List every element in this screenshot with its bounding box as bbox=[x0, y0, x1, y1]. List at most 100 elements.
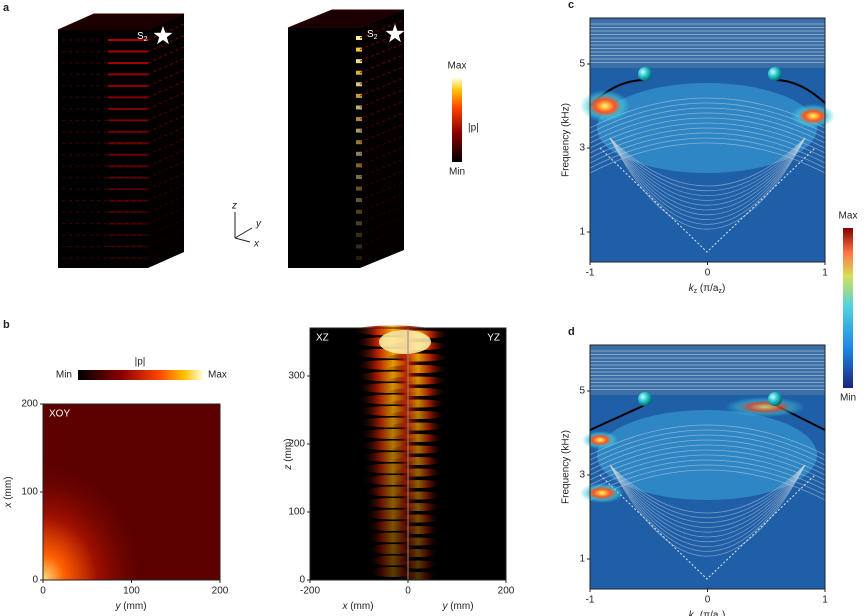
label-part: z bbox=[694, 288, 698, 295]
x-tick-label: 1 bbox=[822, 268, 828, 279]
axis-label: x (mm) bbox=[3, 476, 14, 508]
bulk-band bbox=[609, 137, 806, 201]
field-row bbox=[147, 103, 185, 121]
field-row bbox=[359, 227, 405, 247]
bulk-band bbox=[609, 464, 806, 547]
field-spot bbox=[356, 93, 362, 98]
bulk-band bbox=[589, 459, 826, 491]
field-spot bbox=[356, 174, 362, 179]
bulk-band bbox=[609, 137, 806, 192]
heatmap-hotspot bbox=[43, 440, 163, 580]
bulk-band bbox=[609, 464, 806, 528]
axis-label: z (mm) bbox=[283, 438, 294, 470]
field-row bbox=[359, 89, 405, 108]
label: |p| bbox=[468, 123, 479, 134]
source-star bbox=[153, 26, 173, 45]
label-part: z bbox=[283, 465, 294, 471]
field-spot bbox=[356, 82, 362, 87]
field-row bbox=[359, 65, 405, 85]
bulk-band bbox=[609, 464, 806, 543]
field-spot bbox=[356, 163, 362, 168]
field-row bbox=[147, 184, 185, 202]
bulk-band bbox=[589, 429, 826, 461]
field-glow bbox=[580, 90, 630, 122]
label-part: (mm) bbox=[450, 601, 473, 612]
bulk-band bbox=[589, 127, 826, 159]
bulk-band bbox=[589, 434, 826, 466]
y-tick-label: 0 bbox=[299, 575, 305, 586]
x-tick-label: -1 bbox=[586, 595, 595, 606]
panel-label: d bbox=[568, 326, 575, 338]
field-blob bbox=[389, 399, 447, 408]
field-blob bbox=[386, 353, 450, 362]
field-spot bbox=[356, 221, 362, 226]
field-row bbox=[147, 57, 185, 75]
y-tick-label: 5 bbox=[579, 386, 585, 397]
bulk-band bbox=[609, 137, 806, 187]
field-glow bbox=[580, 483, 624, 503]
field-row bbox=[359, 181, 405, 201]
label: Max bbox=[448, 61, 467, 72]
field-spot bbox=[356, 36, 362, 40]
field-row bbox=[147, 218, 185, 236]
y-tick-label: 100 bbox=[21, 487, 38, 498]
bulk-band bbox=[609, 464, 806, 533]
plot-title: XOY bbox=[49, 409, 70, 420]
bulk-band bbox=[589, 112, 826, 144]
bulk-band bbox=[609, 464, 806, 552]
y-tick-label: 3 bbox=[579, 470, 585, 481]
colorbar bbox=[843, 228, 853, 388]
field-row bbox=[147, 80, 185, 98]
label-part: ) bbox=[722, 610, 725, 616]
field-spot bbox=[356, 117, 362, 122]
field-row bbox=[147, 172, 185, 190]
bulk-band bbox=[609, 137, 806, 220]
field-spot bbox=[356, 47, 362, 52]
y-tick-label: 0 bbox=[32, 575, 38, 586]
field-row bbox=[147, 195, 185, 213]
label-part: (π/a bbox=[700, 610, 719, 616]
field-row bbox=[147, 207, 185, 225]
field-row bbox=[359, 193, 405, 213]
axis-name: y bbox=[255, 219, 262, 230]
panel-label: b bbox=[3, 319, 10, 331]
bulk-band bbox=[609, 464, 806, 519]
label-part: z bbox=[719, 288, 723, 295]
bulk-band bbox=[609, 464, 806, 514]
field-row bbox=[147, 230, 185, 247]
x-tick-label: 200 bbox=[498, 586, 515, 597]
y-tick-label: 3 bbox=[579, 143, 585, 154]
label-part: (mm) bbox=[3, 476, 14, 499]
field-row bbox=[147, 161, 185, 179]
axis-arrow bbox=[234, 237, 251, 243]
label-part: 2 bbox=[144, 36, 148, 43]
y-tick-label: 200 bbox=[21, 399, 38, 410]
field-blob bbox=[395, 526, 441, 534]
field-spot bbox=[356, 232, 362, 237]
field-blob bbox=[379, 330, 431, 354]
field-row bbox=[359, 216, 405, 236]
x-tick-label: 200 bbox=[212, 586, 229, 597]
bulk-band bbox=[589, 424, 826, 456]
bulk-band bbox=[589, 444, 826, 476]
x-tick-label: 1 bbox=[822, 595, 828, 606]
field-glow bbox=[725, 397, 805, 417]
field-glow bbox=[791, 104, 835, 128]
field-blob bbox=[396, 537, 440, 546]
axis-arrow bbox=[234, 227, 253, 239]
field-row bbox=[359, 239, 405, 259]
field-blob bbox=[391, 445, 445, 454]
bulk-band bbox=[609, 137, 806, 230]
field-row bbox=[359, 123, 405, 143]
bulk-band bbox=[609, 137, 806, 216]
field-row bbox=[359, 54, 405, 74]
label-part: k bbox=[689, 610, 695, 616]
bulk-band bbox=[589, 122, 826, 154]
axis-name: z bbox=[231, 201, 237, 212]
field-blob bbox=[395, 514, 441, 523]
field-glow bbox=[582, 431, 618, 449]
x-tick-label: 100 bbox=[123, 586, 140, 597]
bulk-band bbox=[609, 137, 806, 196]
field-row bbox=[147, 115, 185, 133]
label-part: y bbox=[114, 601, 121, 612]
